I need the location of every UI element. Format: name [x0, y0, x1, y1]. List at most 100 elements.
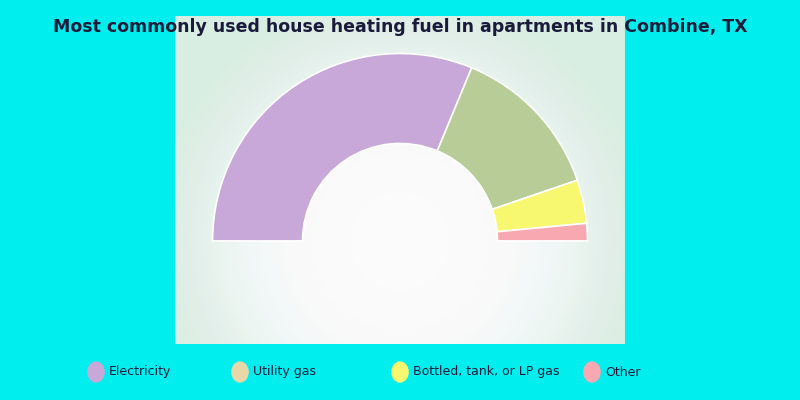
Circle shape	[195, 36, 605, 400]
Circle shape	[315, 156, 485, 326]
Circle shape	[385, 226, 415, 256]
Circle shape	[338, 179, 462, 303]
Text: Electricity: Electricity	[109, 366, 171, 378]
Circle shape	[235, 76, 565, 400]
Circle shape	[382, 223, 418, 259]
Circle shape	[323, 164, 477, 318]
Circle shape	[351, 192, 449, 290]
Circle shape	[302, 143, 498, 339]
Circle shape	[191, 32, 609, 400]
Circle shape	[320, 161, 480, 321]
Circle shape	[254, 95, 546, 387]
Circle shape	[386, 228, 414, 254]
Circle shape	[377, 218, 423, 264]
Circle shape	[277, 118, 523, 364]
Circle shape	[350, 191, 450, 291]
FancyBboxPatch shape	[175, 16, 625, 344]
Circle shape	[214, 54, 586, 400]
Circle shape	[369, 210, 431, 272]
Circle shape	[304, 145, 496, 337]
Circle shape	[281, 122, 519, 360]
Circle shape	[244, 85, 556, 396]
Circle shape	[334, 176, 466, 306]
Circle shape	[329, 170, 471, 312]
Wedge shape	[213, 54, 472, 241]
Circle shape	[354, 195, 446, 287]
Circle shape	[362, 202, 438, 279]
Circle shape	[226, 68, 574, 400]
Circle shape	[258, 98, 542, 383]
Circle shape	[373, 214, 427, 268]
Ellipse shape	[231, 361, 249, 383]
Circle shape	[365, 205, 435, 276]
Circle shape	[311, 152, 489, 329]
Circle shape	[262, 103, 538, 379]
Circle shape	[289, 130, 511, 352]
Circle shape	[358, 199, 442, 283]
Circle shape	[338, 179, 462, 302]
Text: Most commonly used house heating fuel in apartments in Combine, TX: Most commonly used house heating fuel in…	[53, 18, 747, 36]
Circle shape	[296, 137, 504, 345]
Circle shape	[346, 187, 454, 295]
Circle shape	[231, 72, 569, 400]
Text: Bottled, tank, or LP gas: Bottled, tank, or LP gas	[413, 366, 559, 378]
Circle shape	[327, 168, 473, 314]
Circle shape	[271, 112, 529, 370]
Text: Other: Other	[605, 366, 640, 378]
Circle shape	[334, 174, 466, 308]
Circle shape	[346, 188, 454, 294]
Circle shape	[374, 214, 426, 268]
Circle shape	[273, 114, 527, 368]
Circle shape	[200, 41, 600, 400]
Circle shape	[222, 63, 578, 400]
Circle shape	[378, 219, 422, 263]
Circle shape	[294, 134, 506, 348]
Circle shape	[262, 102, 538, 379]
Circle shape	[381, 222, 419, 260]
Wedge shape	[438, 68, 578, 209]
Circle shape	[270, 110, 530, 372]
Circle shape	[218, 58, 582, 400]
Ellipse shape	[87, 361, 105, 383]
Wedge shape	[497, 223, 587, 241]
Circle shape	[254, 94, 546, 388]
Circle shape	[366, 206, 434, 276]
Ellipse shape	[391, 361, 409, 383]
Circle shape	[182, 23, 618, 400]
Circle shape	[280, 121, 520, 361]
Circle shape	[355, 196, 445, 285]
Circle shape	[342, 183, 458, 299]
Circle shape	[311, 152, 489, 330]
Circle shape	[266, 106, 534, 376]
Circle shape	[396, 237, 404, 245]
Circle shape	[306, 148, 494, 334]
Circle shape	[289, 130, 511, 352]
Circle shape	[315, 156, 485, 326]
Circle shape	[360, 201, 440, 281]
Circle shape	[249, 90, 551, 392]
Circle shape	[209, 50, 591, 400]
Circle shape	[285, 126, 515, 356]
Circle shape	[292, 133, 508, 348]
Circle shape	[370, 210, 430, 272]
Circle shape	[204, 45, 596, 400]
Circle shape	[330, 172, 470, 310]
Circle shape	[284, 125, 516, 356]
Circle shape	[319, 160, 481, 322]
Circle shape	[392, 233, 408, 249]
Ellipse shape	[583, 361, 601, 383]
Circle shape	[275, 116, 525, 366]
Circle shape	[389, 229, 411, 252]
Wedge shape	[492, 180, 586, 232]
Circle shape	[324, 165, 476, 316]
Circle shape	[391, 232, 409, 250]
Circle shape	[298, 139, 502, 343]
Circle shape	[342, 183, 458, 298]
Circle shape	[186, 28, 614, 400]
Circle shape	[266, 108, 534, 374]
Text: Utility gas: Utility gas	[253, 366, 316, 378]
Circle shape	[300, 141, 500, 341]
Circle shape	[308, 149, 492, 333]
Circle shape	[258, 99, 542, 383]
Circle shape	[395, 236, 405, 245]
